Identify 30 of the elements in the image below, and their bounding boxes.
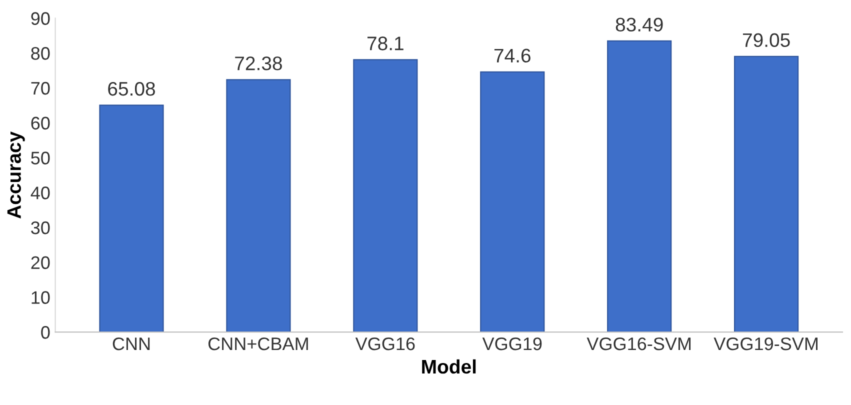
y-tick-label: 70: [31, 82, 50, 95]
y-tick-label: 60: [31, 116, 50, 130]
x-tick-label: VGG16: [355, 337, 415, 350]
data-label: 65.08: [108, 82, 155, 96]
y-tick-label: 80: [31, 47, 50, 60]
x-axis-title: Model: [422, 359, 476, 374]
y-tick-label: 40: [30, 186, 50, 200]
bar: [734, 56, 799, 332]
bar: [353, 59, 418, 332]
x-tick-label: CNN: [112, 337, 150, 350]
y-tick-label: 0: [41, 326, 50, 339]
data-label: 72.38: [235, 56, 282, 70]
data-label: 78.1: [367, 36, 404, 50]
y-tick-label: 50: [31, 152, 50, 164]
y-tick-label: 30: [31, 221, 50, 234]
x-tick-label: CNN+CBAM: [208, 337, 308, 350]
y-axis-title: Accuracy: [7, 131, 25, 218]
data-label: 83.49: [616, 18, 663, 32]
bar: [99, 104, 164, 332]
y-tick-label: 20: [31, 256, 50, 270]
bar: [226, 79, 291, 332]
y-tick-label: 10: [32, 291, 50, 304]
x-tick-label: VGG19-SVM: [714, 337, 818, 350]
x-tick-label: VGG16-SVM: [586, 337, 691, 350]
bar: [607, 40, 672, 332]
data-label: 79.05: [742, 33, 790, 48]
bar: [480, 71, 545, 332]
y-tick-label: 90: [31, 12, 50, 25]
data-label: 74.6: [494, 48, 530, 63]
x-tick-label: VGG19: [482, 337, 542, 350]
